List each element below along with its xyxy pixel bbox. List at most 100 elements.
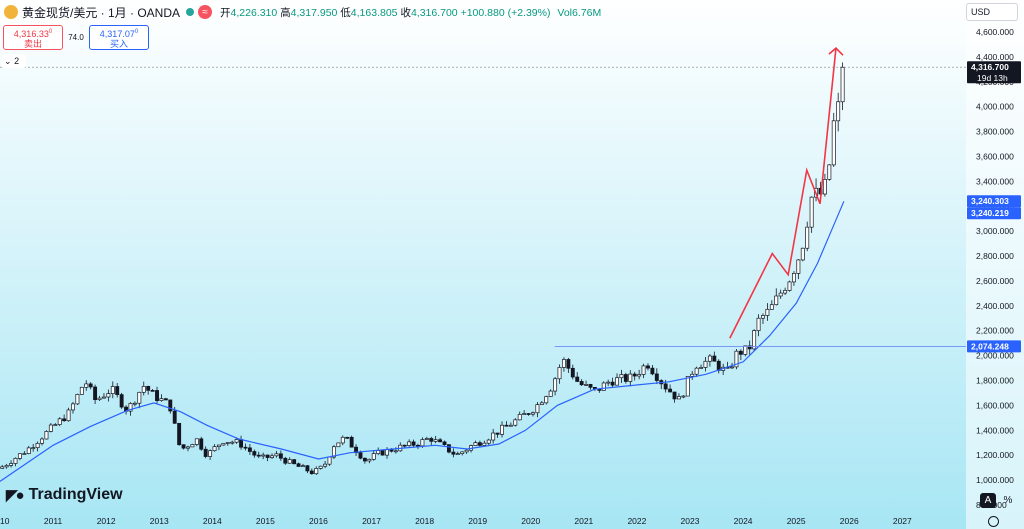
candle (831, 120, 836, 166)
candle (358, 452, 363, 459)
candle (738, 350, 743, 355)
candle (584, 384, 589, 386)
candle (641, 365, 646, 375)
candle (734, 350, 739, 368)
candle (150, 390, 155, 392)
chart-header: 黄金现货/美元 · 1月 · OANDA ≈ 开4,226.310 高4,317… (0, 0, 601, 24)
wave-icon[interactable]: ≈ (198, 5, 213, 19)
candle (0, 466, 5, 469)
candle (168, 399, 173, 412)
candle (296, 463, 301, 467)
y-tick-label: 1,200.000 (976, 450, 1014, 460)
candle (93, 386, 98, 401)
candle (393, 450, 398, 453)
gear-icon[interactable] (988, 516, 999, 527)
candle (274, 453, 279, 457)
candle (676, 396, 681, 400)
candle (650, 367, 655, 375)
candle (464, 449, 469, 453)
trend-arrow-line (729, 48, 837, 339)
candle (84, 383, 89, 388)
candle (486, 439, 491, 444)
candle (287, 459, 292, 464)
candle (703, 360, 708, 368)
candle (371, 453, 376, 460)
price-axis-panel (966, 0, 1024, 529)
candle (292, 459, 297, 465)
candle (278, 453, 283, 459)
candle (495, 432, 500, 435)
indicator-toggle[interactable]: ⌄ 2 (2, 54, 26, 68)
x-tick-label: 2010 (0, 516, 10, 526)
candles (0, 62, 845, 475)
x-tick-label: 2020 (521, 516, 540, 526)
candle (513, 419, 518, 426)
y-tick-label: 1,000.000 (976, 475, 1014, 485)
candle (805, 226, 810, 249)
candle (610, 381, 615, 386)
candle (442, 441, 447, 445)
candle (141, 386, 146, 393)
price-label-text: 2,074.248 (971, 341, 1009, 351)
candle (809, 196, 814, 228)
candle (97, 397, 102, 401)
candle (623, 374, 628, 382)
price-label-box (967, 195, 1021, 208)
buy-button[interactable]: 4,317.070 买入 (89, 25, 149, 50)
sell-button[interactable]: 4,316.330 卖出 (3, 25, 63, 50)
candle (323, 463, 328, 467)
tradingview-logo[interactable]: ◤● TradingView (6, 486, 123, 504)
candle (836, 101, 841, 122)
candle (561, 359, 566, 368)
x-tick-label: 2023 (681, 516, 700, 526)
candle (575, 376, 580, 382)
y-tick-label: 4,000.000 (976, 102, 1014, 112)
candle (526, 413, 531, 415)
candle (557, 367, 562, 380)
candle (402, 444, 407, 447)
candle (9, 463, 14, 466)
candle (473, 442, 478, 446)
candle (137, 391, 142, 404)
auto-scale-button[interactable]: A (980, 493, 996, 508)
candle (707, 355, 712, 362)
candle (203, 448, 208, 457)
candle (694, 367, 699, 375)
candle (57, 418, 62, 425)
candle (500, 424, 504, 435)
candle (225, 442, 230, 444)
candle (239, 439, 244, 448)
candle (301, 465, 305, 468)
symbol-title[interactable]: 黄金现货/美元 · 1月 · OANDA (22, 5, 181, 20)
x-tick-label: 2014 (203, 516, 222, 526)
y-tick-label: 2,800.000 (976, 251, 1014, 261)
candle (601, 382, 606, 391)
candle (163, 398, 168, 401)
percent-scale-button[interactable]: % (1003, 495, 1013, 506)
candle (146, 386, 151, 391)
candle (261, 454, 266, 457)
y-tick-label: 2,000.000 (976, 351, 1014, 361)
candle (35, 442, 40, 449)
y-tick-label: 3,000.000 (976, 226, 1014, 236)
candle (230, 441, 235, 444)
candle (765, 308, 770, 316)
candle (752, 330, 757, 350)
candle (44, 431, 49, 440)
x-tick-label: 2022 (627, 516, 646, 526)
currency-selector[interactable]: USD (966, 3, 1018, 21)
candle (385, 449, 389, 456)
candle (827, 164, 832, 180)
candle (270, 455, 274, 458)
candle (331, 446, 336, 458)
x-tick-label: 2015 (256, 516, 275, 526)
candle (455, 453, 460, 455)
candle (628, 373, 633, 382)
candle (40, 438, 44, 444)
candle (367, 458, 372, 462)
candle (208, 450, 213, 457)
candle (646, 365, 650, 369)
